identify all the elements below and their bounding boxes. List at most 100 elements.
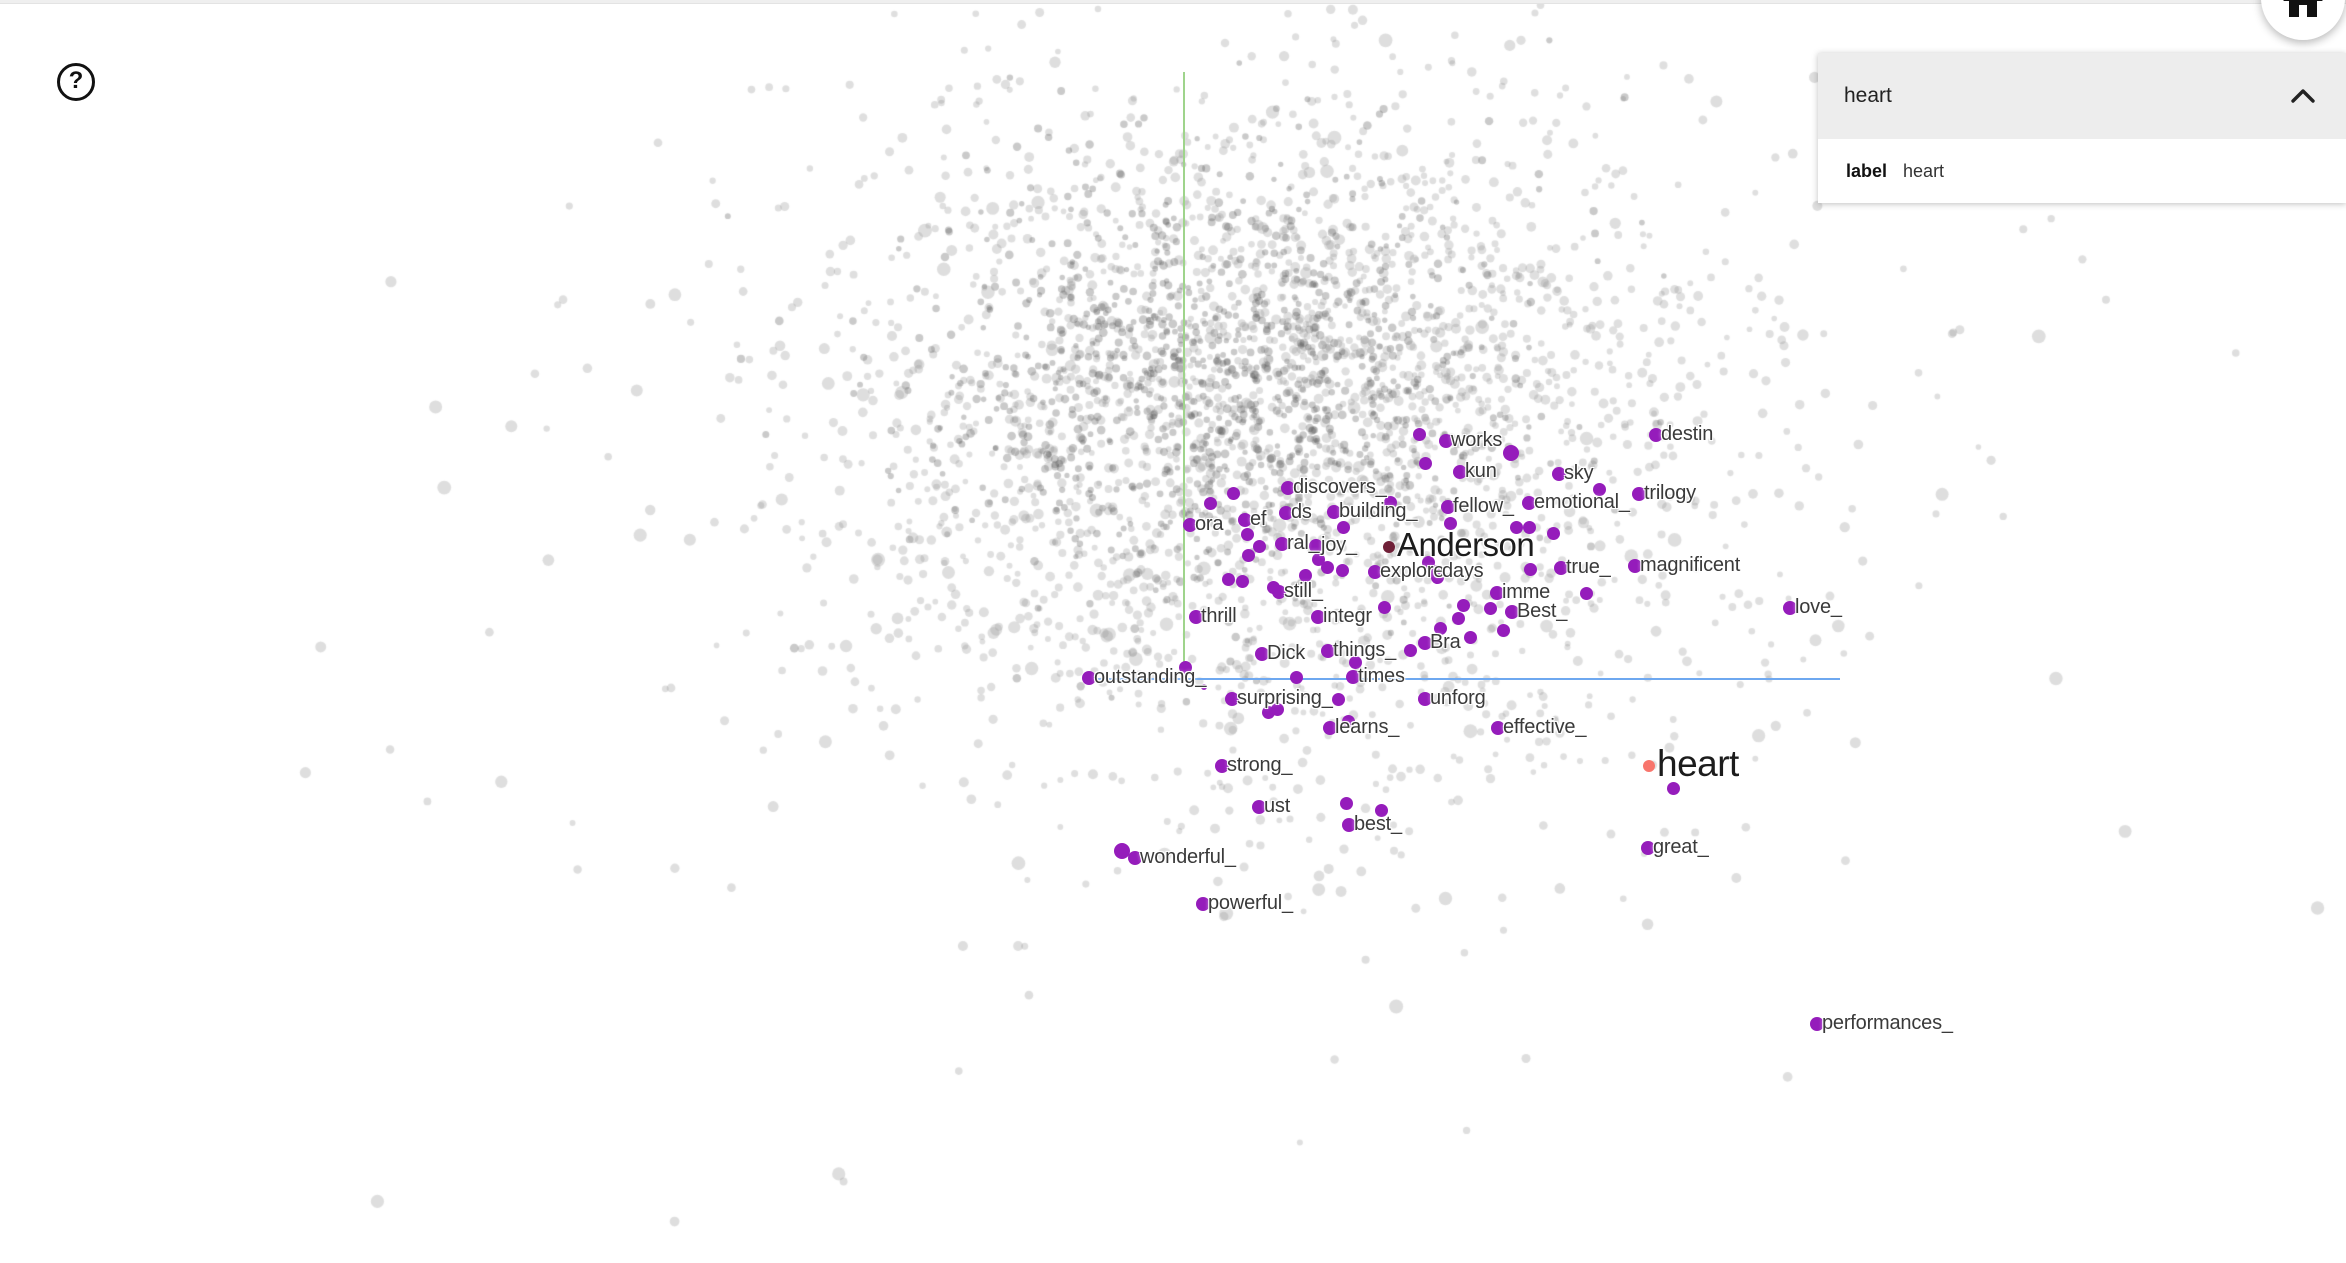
data-point[interactable] xyxy=(1628,559,1642,573)
data-point[interactable] xyxy=(1241,548,1255,562)
data-point[interactable] xyxy=(1554,561,1568,575)
data-point[interactable] xyxy=(1203,496,1217,510)
data-point[interactable] xyxy=(1496,623,1510,637)
data-point[interactable] xyxy=(1348,655,1362,669)
data-point[interactable] xyxy=(1522,520,1536,534)
point-label: strong_ xyxy=(1227,753,1293,776)
data-point[interactable] xyxy=(1341,714,1355,728)
data-point[interactable] xyxy=(1082,671,1096,685)
data-point[interactable] xyxy=(1252,539,1266,553)
help-button[interactable]: ? xyxy=(57,63,95,101)
data-point[interactable] xyxy=(1196,897,1210,911)
point-label: days xyxy=(1442,559,1484,582)
data-point[interactable] xyxy=(1421,555,1435,569)
data-point[interactable] xyxy=(1327,505,1341,519)
top-toolbar-edge xyxy=(0,0,2346,4)
data-point[interactable] xyxy=(1666,781,1680,795)
search-input[interactable]: heart xyxy=(1818,53,2346,139)
data-point[interactable] xyxy=(1320,560,1334,574)
data-point[interactable] xyxy=(1456,598,1470,612)
data-point[interactable] xyxy=(1252,800,1266,814)
data-point[interactable] xyxy=(1418,456,1432,470)
data-point[interactable] xyxy=(1221,572,1235,586)
data-point[interactable] xyxy=(1433,621,1447,635)
data-point[interactable] xyxy=(1439,434,1453,448)
data-point[interactable] xyxy=(1342,818,1356,832)
data-point[interactable] xyxy=(1451,611,1465,625)
data-point[interactable] xyxy=(1509,520,1523,534)
data-point[interactable] xyxy=(1281,481,1295,495)
data-point[interactable] xyxy=(1128,851,1142,865)
data-point[interactable] xyxy=(1272,585,1286,599)
data-point[interactable] xyxy=(1641,841,1655,855)
point-label: surprising_ xyxy=(1237,686,1333,709)
data-point[interactable] xyxy=(1418,692,1432,706)
data-point[interactable] xyxy=(1309,539,1323,553)
data-point[interactable] xyxy=(1323,721,1337,735)
data-point[interactable] xyxy=(1255,647,1269,661)
data-point[interactable] xyxy=(1632,487,1646,501)
data-point[interactable] xyxy=(1336,520,1350,534)
search-query-text[interactable]: heart xyxy=(1844,84,1892,107)
data-point[interactable] xyxy=(1215,759,1229,773)
data-point[interactable] xyxy=(1643,760,1655,772)
data-point[interactable] xyxy=(1226,486,1240,500)
data-point[interactable] xyxy=(1279,506,1293,520)
data-point[interactable] xyxy=(1114,843,1130,859)
data-point[interactable] xyxy=(1491,721,1505,735)
point-label: unforg xyxy=(1430,686,1486,709)
data-point[interactable] xyxy=(1383,495,1397,509)
data-point[interactable] xyxy=(1183,518,1197,532)
data-point[interactable] xyxy=(1503,445,1519,461)
data-point[interactable] xyxy=(1201,684,1207,690)
point-label: ds xyxy=(1291,500,1312,523)
point-label: Anderson xyxy=(1397,526,1535,564)
data-point[interactable] xyxy=(1270,702,1284,716)
data-point[interactable] xyxy=(1592,482,1606,496)
data-point[interactable] xyxy=(1490,586,1504,600)
chevron-up-icon[interactable] xyxy=(2290,88,2316,104)
data-point[interactable] xyxy=(1289,670,1303,684)
data-point[interactable] xyxy=(1546,526,1560,540)
data-point[interactable] xyxy=(1810,1017,1824,1031)
data-point[interactable] xyxy=(1240,527,1254,541)
data-point[interactable] xyxy=(1649,428,1663,442)
data-point[interactable] xyxy=(1339,796,1353,810)
data-point[interactable] xyxy=(1321,644,1335,658)
data-point[interactable] xyxy=(1418,636,1432,650)
data-point[interactable] xyxy=(1189,610,1203,624)
data-point[interactable] xyxy=(1430,565,1444,579)
data-point[interactable] xyxy=(1235,574,1249,588)
data-point[interactable] xyxy=(1412,427,1426,441)
data-point[interactable] xyxy=(1403,643,1417,657)
data-point[interactable] xyxy=(1311,552,1325,566)
home-icon xyxy=(2283,0,2323,17)
data-point[interactable] xyxy=(1552,467,1566,481)
data-point[interactable] xyxy=(1783,601,1797,615)
data-point[interactable] xyxy=(1178,660,1192,674)
data-point[interactable] xyxy=(1463,630,1477,644)
data-point[interactable] xyxy=(1383,541,1395,553)
data-point[interactable] xyxy=(1298,568,1312,582)
data-point[interactable] xyxy=(1443,516,1457,530)
data-point[interactable] xyxy=(1523,562,1537,576)
data-point[interactable] xyxy=(1368,565,1382,579)
search-result-row[interactable]: label heart xyxy=(1818,139,2346,203)
data-point[interactable] xyxy=(1505,605,1519,619)
data-point[interactable] xyxy=(1374,803,1388,817)
data-point[interactable] xyxy=(1311,610,1325,624)
data-point[interactable] xyxy=(1346,670,1360,684)
data-point[interactable] xyxy=(1225,692,1239,706)
data-point[interactable] xyxy=(1331,692,1345,706)
data-point[interactable] xyxy=(1335,563,1349,577)
data-point[interactable] xyxy=(1441,500,1455,514)
data-point[interactable] xyxy=(1377,600,1391,614)
data-point[interactable] xyxy=(1238,513,1252,527)
data-point[interactable] xyxy=(1483,601,1497,615)
data-point[interactable] xyxy=(1453,465,1467,479)
data-point[interactable] xyxy=(1275,537,1289,551)
data-point[interactable] xyxy=(1579,586,1593,600)
data-point[interactable] xyxy=(1522,496,1536,510)
